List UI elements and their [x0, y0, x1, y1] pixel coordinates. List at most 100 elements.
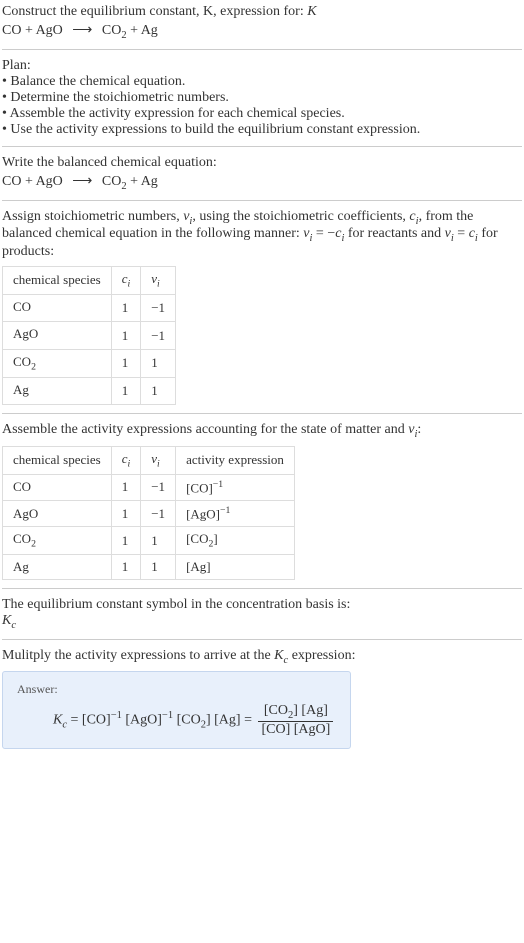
activity-cell: [Ag]	[176, 554, 295, 579]
col-nui: νi	[141, 446, 176, 474]
nu-cell: 1	[141, 349, 176, 377]
species-cell: Ag	[3, 554, 112, 579]
arrow-icon: ⟶	[72, 174, 92, 189]
species-cell: CO2	[3, 527, 112, 555]
col-ci: ci	[111, 446, 141, 474]
assemble-section: Assemble the activity expressions accoun…	[2, 422, 522, 440]
assemble-text: :	[417, 422, 421, 437]
nu-cell: −1	[141, 322, 176, 350]
table-row: Ag 1 1 [Ag]	[3, 554, 295, 579]
table-row: CO2 1 1	[3, 349, 176, 377]
eq-sign: =	[67, 713, 82, 728]
denominator: [CO] [AgO]	[258, 722, 333, 738]
kc-k: K	[53, 713, 62, 728]
kc-symbol: Kc	[2, 613, 522, 631]
assign-text: Assign stoichiometric numbers,	[2, 209, 183, 224]
rel-eq: = −	[312, 226, 335, 241]
table-header-row: chemical species ci νi activity expressi…	[3, 446, 295, 474]
numerator: [CO2] [Ag]	[258, 703, 333, 722]
kc-formula: Kc = [CO]−1 [AgO]−1 [CO2] [Ag] = [CO2] […	[17, 703, 336, 738]
nu-cell: 1	[141, 527, 176, 555]
c-cell: 1	[111, 322, 141, 350]
nu-cell: −1	[141, 500, 176, 526]
balanced-section: Write the balanced chemical equation: CO…	[2, 155, 522, 192]
balanced-title: Write the balanced chemical equation:	[2, 155, 522, 171]
eq-right-post: + Ag	[127, 23, 158, 38]
eq-right-post: + Ag	[127, 174, 158, 189]
activity-cell: [AgO]−1	[176, 500, 295, 526]
symbol-section: The equilibrium constant symbol in the c…	[2, 597, 522, 631]
col-nui: νi	[141, 267, 176, 295]
table-row: AgO 1 −1	[3, 322, 176, 350]
species-cell: CO	[3, 294, 112, 322]
c-cell: 1	[111, 349, 141, 377]
assign-text: , using the stoichiometric coefficients,	[192, 209, 409, 224]
species-cell: Ag	[3, 377, 112, 405]
exp: −1	[162, 710, 173, 721]
term: [CO]	[82, 713, 111, 728]
plan-title: Plan:	[2, 58, 522, 74]
kc-k: K	[274, 648, 283, 663]
term: [CO	[173, 713, 201, 728]
divider	[2, 413, 522, 414]
c-cell: 1	[111, 500, 141, 526]
table-header-row: chemical species ci νi	[3, 267, 176, 295]
plan-item: • Use the activity expressions to build …	[2, 122, 522, 138]
symbol-text: The equilibrium constant symbol in the c…	[2, 597, 522, 613]
c-cell: 1	[111, 474, 141, 500]
eq-left: CO + AgO	[2, 174, 63, 189]
plan-item: • Balance the chemical equation.	[2, 74, 522, 90]
nu-cell: −1	[141, 474, 176, 500]
c-cell: 1	[111, 294, 141, 322]
plan-item: • Assemble the activity expression for e…	[2, 106, 522, 122]
intro-text: Construct the equilibrium constant, K, e…	[2, 4, 304, 19]
eq-right-pre: CO	[102, 174, 121, 189]
term: ] [Ag] =	[206, 713, 256, 728]
exp: −1	[111, 710, 122, 721]
intro-section: Construct the equilibrium constant, K, e…	[2, 4, 522, 41]
divider	[2, 146, 522, 147]
table-row: AgO 1 −1 [AgO]−1	[3, 500, 295, 526]
divider	[2, 49, 522, 50]
col-species: chemical species	[3, 446, 112, 474]
table-row: CO2 1 1 [CO2]	[3, 527, 295, 555]
divider	[2, 639, 522, 640]
answer-box: Answer: Kc = [CO]−1 [AgO]−1 [CO2] [Ag] =…	[2, 671, 351, 749]
table-row: Ag 1 1	[3, 377, 176, 405]
c-cell: 1	[111, 527, 141, 555]
activity-cell: [CO2]	[176, 527, 295, 555]
species-cell: CO2	[3, 349, 112, 377]
eq-right-pre: CO	[102, 23, 121, 38]
answer-label: Answer:	[17, 682, 336, 697]
nu-cell: 1	[141, 554, 176, 579]
col-ci: ci	[111, 267, 141, 295]
multiply-section: Mulitply the activity expressions to arr…	[2, 648, 522, 666]
assemble-text: Assemble the activity expressions accoun…	[2, 422, 408, 437]
divider	[2, 200, 522, 201]
multiply-text: expression:	[288, 648, 355, 663]
table-row: CO 1 −1	[3, 294, 176, 322]
c-cell: 1	[111, 377, 141, 405]
plan-section: Plan: • Balance the chemical equation. •…	[2, 58, 522, 138]
rel-eq: =	[454, 226, 469, 241]
table-row: CO 1 −1 [CO]−1	[3, 474, 295, 500]
eq-left: CO + AgO	[2, 23, 63, 38]
term: [AgO]	[122, 713, 162, 728]
assign-section: Assign stoichiometric numbers, νi, using…	[2, 209, 522, 261]
divider	[2, 588, 522, 589]
activity-cell: [CO]−1	[176, 474, 295, 500]
k-symbol: K	[307, 4, 316, 19]
c-cell: 1	[111, 554, 141, 579]
balanced-equation: CO + AgO ⟶ CO2 + Ag	[2, 173, 522, 192]
rel-post: for reactants and	[344, 226, 444, 241]
arrow-icon: ⟶	[72, 23, 92, 38]
intro-equation: CO + AgO ⟶ CO2 + Ag	[2, 22, 522, 41]
plan-item: • Determine the stoichiometric numbers.	[2, 90, 522, 106]
species-cell: CO	[3, 474, 112, 500]
species-cell: AgO	[3, 322, 112, 350]
activity-table: chemical species ci νi activity expressi…	[2, 446, 295, 580]
intro-line: Construct the equilibrium constant, K, e…	[2, 4, 522, 20]
multiply-text: Mulitply the activity expressions to arr…	[2, 648, 274, 663]
nu-cell: −1	[141, 294, 176, 322]
col-activity: activity expression	[176, 446, 295, 474]
